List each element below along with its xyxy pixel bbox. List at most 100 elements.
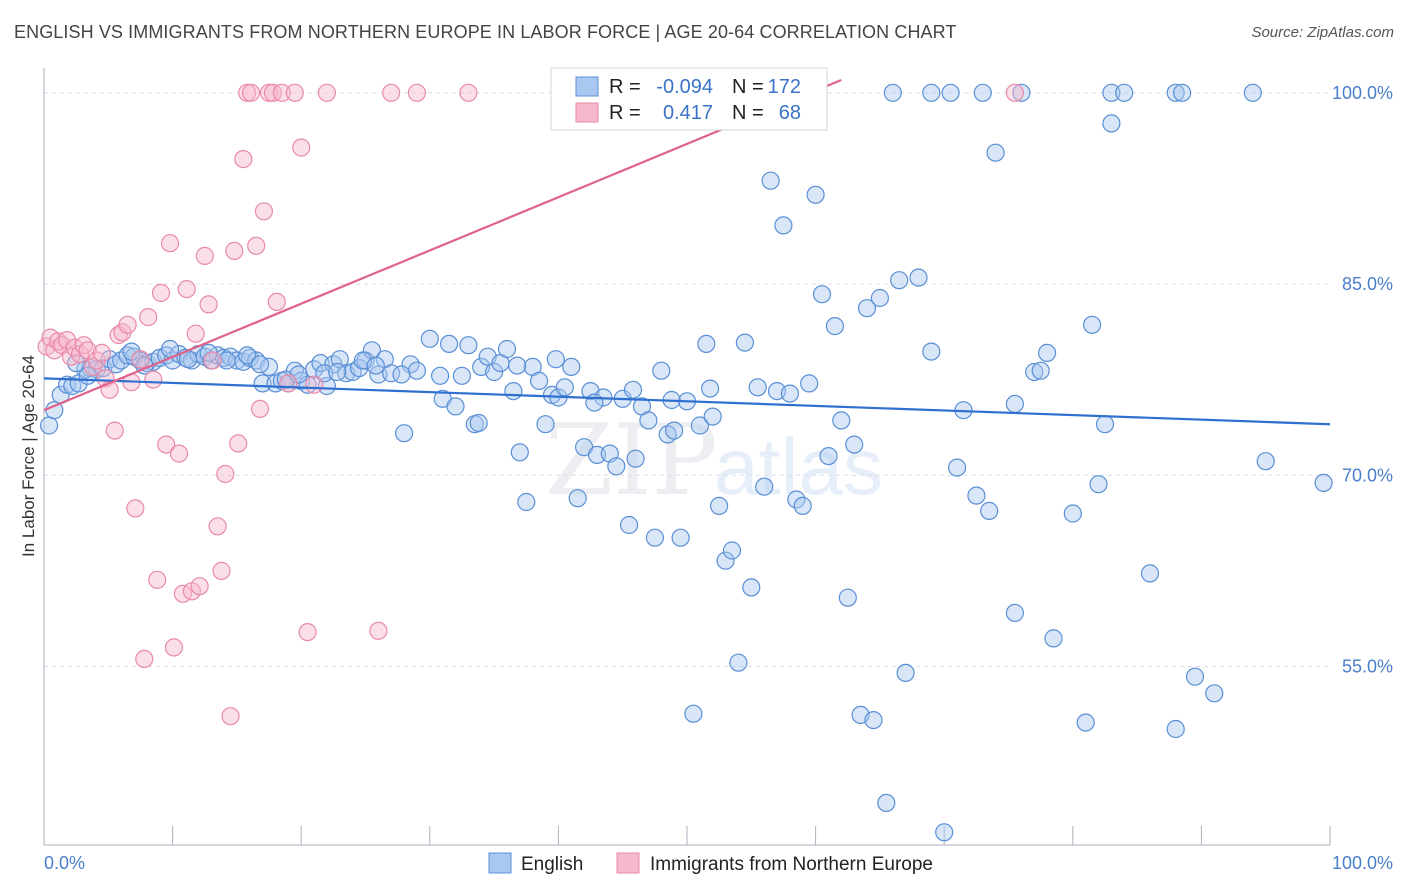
immigrants-point <box>238 83 257 102</box>
english-point <box>864 710 883 730</box>
english-point <box>1012 83 1031 102</box>
english-point <box>1115 83 1134 102</box>
legend-n-label-immigrants: N = <box>732 102 764 124</box>
english-point <box>311 354 330 373</box>
immigrants-point <box>105 421 124 440</box>
bottom-legend-swatch-immigrants <box>616 852 640 874</box>
english-point <box>883 83 902 102</box>
english-point <box>652 361 671 380</box>
gridlines <box>44 92 1330 667</box>
english-point <box>947 458 967 477</box>
immigrants-point <box>203 351 222 370</box>
english-point <box>469 413 488 433</box>
english-point <box>825 317 845 336</box>
english-point <box>774 216 793 235</box>
legend-swatch-english <box>575 76 599 97</box>
english-point <box>722 541 742 560</box>
english-point <box>800 374 819 393</box>
immigrants-points <box>37 83 1025 726</box>
immigrants-point <box>160 234 180 253</box>
english-point <box>362 341 381 360</box>
immigrants-point <box>169 444 189 463</box>
english-point <box>1082 315 1102 334</box>
english-point <box>1031 361 1050 380</box>
english-point <box>793 496 812 515</box>
immigrants-point <box>272 83 291 102</box>
immigrants-point <box>164 638 183 657</box>
immigrants-point <box>144 370 163 389</box>
immigrants-point <box>131 350 150 369</box>
english-trend-line <box>43 377 1331 426</box>
english-point <box>870 288 890 308</box>
x-axis-ticks <box>43 826 1331 845</box>
english-point <box>922 83 941 102</box>
y-tick-label: 85.0% <box>1342 274 1393 294</box>
immigrants-point <box>139 308 158 327</box>
immigrants-point <box>254 202 273 221</box>
english-point <box>703 407 722 426</box>
english-point <box>562 357 581 376</box>
english-point <box>838 588 857 607</box>
english-point <box>845 435 864 454</box>
legend-r-value-immigrants: 0.417 <box>663 102 713 124</box>
immigrants-point <box>92 343 112 362</box>
legend: R = -0.094 N = 172 R = 0.417 N = 68 <box>550 67 828 131</box>
english-point <box>250 355 270 374</box>
english-point <box>1005 394 1025 413</box>
english-point <box>922 342 941 361</box>
immigrants-point <box>212 561 231 581</box>
immigrants-point <box>199 295 218 314</box>
english-point <box>909 268 928 287</box>
immigrants-point <box>259 83 279 102</box>
english-point <box>967 486 986 505</box>
immigrants-point <box>292 138 311 157</box>
english-point <box>935 823 954 842</box>
english-point <box>238 346 257 365</box>
english-point <box>407 361 426 380</box>
english-point <box>671 528 690 547</box>
english-point <box>585 393 604 412</box>
english-point <box>729 653 748 672</box>
english-point <box>690 416 710 435</box>
english-point <box>328 362 347 382</box>
immigrants-point <box>285 83 304 102</box>
english-point <box>761 171 780 190</box>
legend-r-label-immigrants: R = <box>609 102 641 124</box>
immigrants-point <box>229 434 248 453</box>
english-point <box>986 143 1005 162</box>
immigrants-point <box>298 622 317 642</box>
english-point <box>1102 83 1121 102</box>
immigrants-point <box>1005 83 1025 102</box>
english-point <box>748 378 767 397</box>
english-point <box>780 384 800 403</box>
immigrants-point <box>186 324 205 343</box>
english-point <box>1063 504 1082 523</box>
y-axis-labels: 55.0% 70.0% 85.0% 100.0% <box>1332 83 1393 677</box>
english-point <box>1102 114 1121 133</box>
english-point <box>536 415 555 434</box>
english-point <box>812 285 832 304</box>
english-point <box>623 380 643 399</box>
english-point <box>568 489 587 508</box>
english-point <box>253 374 272 393</box>
english-point <box>716 551 735 570</box>
english-point <box>546 350 565 369</box>
english-point <box>645 528 665 547</box>
y-tick-label: 55.0% <box>1342 657 1393 677</box>
english-point <box>709 496 729 515</box>
immigrants-point <box>369 621 388 640</box>
english-point <box>452 366 471 385</box>
english-point <box>1089 475 1108 494</box>
english-point <box>420 329 439 348</box>
english-point <box>639 411 658 430</box>
english-point <box>1166 719 1185 739</box>
english-point <box>217 351 236 370</box>
english-point <box>366 356 385 375</box>
english-point <box>664 421 684 440</box>
english-point <box>755 477 774 496</box>
english-point <box>555 378 574 397</box>
english-point <box>1256 452 1275 471</box>
immigrants-point <box>190 577 209 596</box>
english-point <box>1205 684 1224 703</box>
english-point <box>806 185 825 204</box>
